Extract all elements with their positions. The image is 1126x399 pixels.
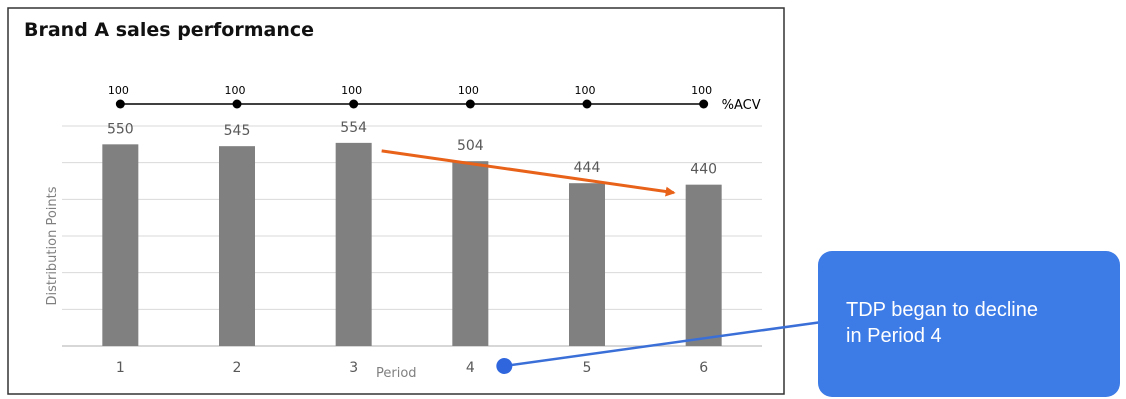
data-label-period-4: 504 [457,138,484,154]
data-label-period-6: 440 [690,162,717,178]
x-tick-labels: 1 2 3 4 5 6 [116,360,708,376]
x-axis-title: Period [376,366,417,381]
chart-title: Brand A sales performance [24,19,314,41]
data-label-period-1: 550 [107,121,134,137]
acv-point-1 [115,99,125,109]
acv-point-2 [232,99,242,109]
x-tick-3: 3 [349,360,358,376]
data-label-period-3: 554 [340,120,367,136]
data-labels: 550 545 554 504 444 440 [107,120,717,178]
x-tick-1: 1 [116,360,125,376]
acv-label-4: 100 [458,84,479,97]
y-axis-title: Distribution Points [45,186,60,305]
callout-connector [504,320,823,368]
acv-label-5: 100 [575,84,596,97]
acv-label-3: 100 [341,84,362,97]
acv-label-6: 100 [691,84,712,97]
callout-anchor-dot [496,358,513,374]
acv-point-3 [349,99,359,109]
trend-arrow [381,149,676,197]
data-label-period-2: 545 [224,123,251,139]
bar-period-6 [685,184,722,346]
x-tick-6: 6 [699,360,708,376]
acv-label-1: 100 [108,84,129,97]
bar-period-1 [102,144,139,346]
bar-period-5 [569,183,605,346]
acv-point-4 [465,99,475,109]
data-label-period-5: 444 [574,160,601,176]
acv-series-name: %ACV [722,98,761,113]
callout-line-2: in Period 4 [846,325,942,347]
bars [102,142,722,346]
acv-point-5 [582,99,592,109]
bar-period-3 [335,142,372,346]
bar-period-4 [452,161,489,346]
bar-period-2 [219,146,255,346]
gridlines [62,125,762,347]
acv-series: 100 100 100 100 100 100 [108,84,712,109]
acv-label-2: 100 [225,84,246,97]
x-tick-5: 5 [583,360,592,376]
x-tick-4: 4 [466,360,475,376]
acv-point-6 [699,99,709,109]
x-tick-2: 2 [233,360,242,376]
callout-line-1: TDP began to decline [846,299,1038,321]
callout-box: TDP began to decline in Period 4 [818,251,1120,397]
